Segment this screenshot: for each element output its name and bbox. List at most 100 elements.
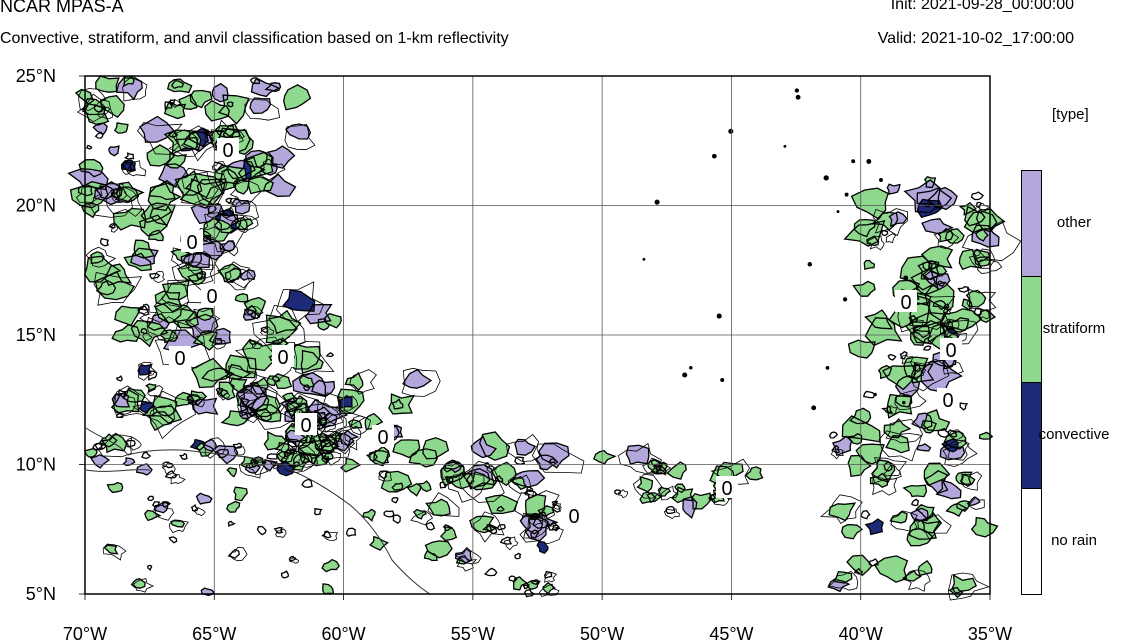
valid-time: Valid: 2021-10-02_17:00:00 bbox=[877, 30, 1074, 47]
contour-line bbox=[948, 586, 964, 599]
contour-line bbox=[166, 78, 193, 94]
contour-line bbox=[139, 303, 150, 311]
contour-line bbox=[650, 458, 662, 469]
contour-line bbox=[251, 340, 263, 350]
isolated-cell bbox=[811, 405, 817, 411]
contour-line bbox=[873, 555, 909, 583]
contour-line bbox=[234, 336, 295, 382]
precip-cell bbox=[887, 184, 900, 194]
isolated-cell bbox=[866, 159, 872, 164]
contour-line bbox=[646, 492, 663, 503]
contour-line bbox=[187, 394, 205, 408]
precip-cell bbox=[513, 576, 527, 590]
contour-line bbox=[923, 202, 931, 208]
contour-line bbox=[915, 504, 935, 520]
contour-line bbox=[853, 218, 876, 238]
contour-line bbox=[218, 263, 243, 283]
contour-line bbox=[281, 392, 298, 403]
contour-line bbox=[92, 442, 103, 451]
contour-line bbox=[132, 390, 196, 440]
contour-line bbox=[108, 145, 120, 157]
contour-line bbox=[872, 475, 898, 496]
contour-line bbox=[290, 448, 298, 455]
contour-line bbox=[899, 350, 908, 360]
contour-line bbox=[439, 526, 458, 542]
contour-line bbox=[163, 100, 187, 120]
contour-line bbox=[831, 435, 853, 457]
contour-line bbox=[478, 431, 511, 461]
contour-line bbox=[276, 281, 325, 323]
precip-cell bbox=[370, 536, 388, 551]
contour-line bbox=[831, 444, 841, 454]
contour-line bbox=[486, 465, 498, 474]
contour-line bbox=[204, 100, 230, 122]
contour-line bbox=[454, 547, 473, 564]
contour-line bbox=[923, 462, 951, 486]
contour-line bbox=[266, 453, 278, 460]
contour-line bbox=[92, 122, 108, 136]
contour-line bbox=[317, 318, 331, 331]
contour-line bbox=[232, 442, 242, 449]
contour-line bbox=[81, 98, 107, 116]
contour-line bbox=[81, 202, 100, 219]
precip-cell bbox=[865, 519, 884, 535]
contour-line bbox=[200, 587, 216, 596]
contour-line bbox=[520, 512, 552, 539]
map-title: NCAR MPAS-A bbox=[0, 0, 124, 16]
contour-line bbox=[244, 406, 257, 418]
precip-cell bbox=[251, 78, 279, 97]
contour-line bbox=[271, 373, 293, 390]
contour-line bbox=[530, 529, 540, 539]
contour-line bbox=[318, 441, 335, 455]
isolated-cell bbox=[720, 378, 725, 382]
contour-line bbox=[536, 541, 549, 554]
contour-line bbox=[521, 584, 530, 590]
contour-line bbox=[425, 498, 451, 517]
precip-cell bbox=[848, 340, 875, 358]
precip-cell bbox=[469, 471, 497, 490]
contour-line bbox=[152, 270, 165, 284]
contour-line bbox=[185, 172, 226, 199]
contour-line bbox=[951, 574, 978, 594]
map-subtitle: Convective, stratiform, and anvil classi… bbox=[0, 30, 509, 47]
contour-line bbox=[665, 505, 676, 515]
contour-line bbox=[188, 127, 210, 148]
contour-line bbox=[948, 429, 964, 441]
contour-line bbox=[961, 298, 973, 311]
contour-line bbox=[514, 490, 560, 521]
contour-line bbox=[154, 301, 195, 324]
contour-line bbox=[345, 527, 357, 537]
contour-line bbox=[267, 309, 302, 335]
contour-line bbox=[260, 325, 275, 336]
contour-line bbox=[618, 442, 662, 475]
contour-line bbox=[519, 518, 564, 545]
contour-label: 0 bbox=[568, 506, 579, 528]
contour-line bbox=[227, 520, 236, 528]
contour-label-bg bbox=[169, 346, 191, 368]
contour-line bbox=[913, 325, 930, 339]
lat-label: 5°N bbox=[26, 584, 56, 604]
contour-line bbox=[235, 384, 268, 412]
contour-line bbox=[920, 420, 937, 434]
contour-line bbox=[287, 440, 297, 448]
contour-line bbox=[881, 365, 917, 391]
contour-line bbox=[178, 93, 198, 110]
contour-line bbox=[164, 469, 178, 479]
contour-line bbox=[170, 519, 186, 528]
precip-cell bbox=[538, 443, 569, 468]
contour-line bbox=[298, 452, 319, 468]
contour-line bbox=[193, 507, 206, 517]
contour-line bbox=[902, 569, 931, 592]
precip-cell bbox=[268, 310, 301, 334]
contour-line bbox=[901, 354, 914, 365]
contour-line bbox=[508, 476, 528, 491]
precip-cell bbox=[227, 467, 237, 477]
contour-line bbox=[114, 305, 142, 327]
lat-label: 20°N bbox=[16, 196, 56, 216]
contour-line bbox=[391, 482, 404, 491]
contour-line bbox=[183, 131, 215, 153]
contour-line bbox=[960, 471, 983, 491]
contour-line bbox=[211, 339, 227, 350]
precip-cell bbox=[123, 388, 146, 403]
contour-line bbox=[108, 222, 116, 230]
